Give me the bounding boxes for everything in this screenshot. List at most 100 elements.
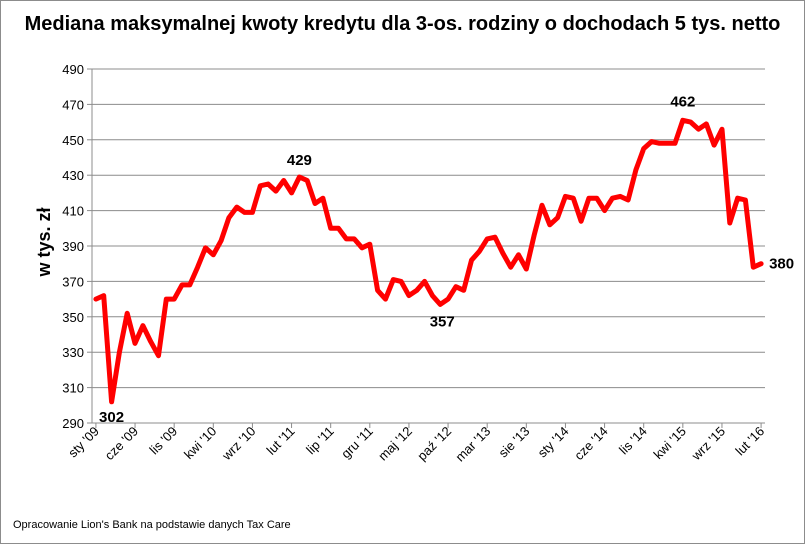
data-point	[172, 297, 177, 302]
data-point	[633, 167, 638, 172]
data-point	[461, 288, 466, 293]
data-point	[547, 222, 552, 227]
y-tick-label: 350	[62, 310, 84, 325]
data-point	[680, 118, 685, 123]
y-tick-label: 370	[62, 274, 84, 289]
data-point	[242, 210, 247, 215]
data-point	[485, 236, 490, 241]
x-tick-label: sie '13	[496, 424, 533, 461]
data-point	[367, 242, 372, 247]
data-point	[399, 279, 404, 284]
data-point	[743, 197, 748, 202]
data-point	[164, 297, 169, 302]
data-point	[391, 277, 396, 282]
data-point	[649, 139, 654, 144]
x-tick-label: lut '16	[732, 424, 767, 459]
data-point	[563, 194, 568, 199]
data-point	[751, 265, 756, 270]
series-line	[93, 117, 764, 405]
data-point	[555, 215, 560, 220]
data-point	[266, 182, 271, 187]
data-point	[297, 174, 302, 179]
data-point	[508, 265, 513, 270]
y-tick-label: 490	[62, 62, 84, 77]
data-point	[579, 219, 584, 224]
data-point	[195, 265, 200, 270]
data-point	[524, 267, 529, 272]
data-point	[469, 258, 474, 263]
data-point	[156, 353, 161, 358]
data-point	[516, 252, 521, 257]
data-point	[414, 288, 419, 293]
data-point	[500, 251, 505, 256]
data-point	[313, 201, 318, 206]
data-label: 462	[670, 94, 695, 111]
x-tick-label: kwi '10	[181, 424, 219, 462]
data-point	[383, 297, 388, 302]
data-point	[688, 120, 693, 125]
data-point	[673, 141, 678, 146]
x-tick-label: cze '09	[102, 424, 141, 463]
data-point	[493, 235, 498, 240]
y-tick-label: 390	[62, 239, 84, 254]
data-point	[148, 339, 153, 344]
y-tick-label: 330	[62, 345, 84, 360]
data-point	[133, 341, 138, 346]
data-point	[759, 261, 764, 266]
data-label: 380	[769, 256, 794, 273]
data-point	[289, 190, 294, 195]
data-point	[328, 226, 333, 231]
data-point	[477, 249, 482, 254]
y-tick-label: 430	[62, 168, 84, 183]
x-tick-label: sty '14	[535, 424, 572, 461]
x-tick-label: lut '11	[264, 424, 298, 458]
data-point	[344, 236, 349, 241]
data-point	[101, 293, 106, 298]
data-point	[187, 282, 192, 287]
data-point	[211, 252, 216, 257]
data-point	[594, 196, 599, 201]
data-point	[273, 189, 278, 194]
y-tick-label: 410	[62, 204, 84, 219]
data-point	[571, 196, 576, 201]
data-point	[446, 297, 451, 302]
x-tick-label: maj '12	[375, 424, 415, 464]
source-note: Opracowanie Lion's Bank na podstawie dan…	[13, 519, 291, 531]
data-label: 357	[430, 313, 455, 330]
data-label: 429	[287, 152, 312, 169]
data-point	[125, 311, 130, 316]
data-point	[336, 226, 341, 231]
data-point	[719, 127, 724, 132]
data-point	[250, 210, 255, 215]
x-tick-label: wrz '15	[688, 424, 728, 464]
data-point	[665, 141, 670, 146]
data-point	[704, 121, 709, 126]
data-point	[438, 302, 443, 307]
data-point	[234, 205, 239, 210]
data-point	[430, 293, 435, 298]
x-tick-label: wrz '10	[218, 424, 258, 464]
data-point	[93, 297, 98, 302]
data-point	[117, 350, 122, 355]
data-point	[219, 238, 224, 243]
data-point	[281, 178, 286, 183]
x-tick-label: lis '09	[146, 424, 180, 458]
x-tick-label: lis '14	[616, 424, 650, 458]
data-point	[226, 215, 231, 220]
x-tick-label: kwi '15	[651, 424, 689, 462]
y-tick-label: 290	[62, 416, 84, 431]
x-tick-label: mar '13	[452, 424, 493, 465]
data-point	[352, 236, 357, 241]
data-point	[203, 245, 208, 250]
data-point	[641, 146, 646, 151]
data-point	[453, 284, 458, 289]
data-point	[140, 323, 145, 328]
data-point	[359, 245, 364, 250]
data-point	[320, 196, 325, 201]
data-point	[305, 178, 310, 183]
x-tick-label: cze '14	[571, 424, 610, 463]
data-point	[610, 196, 615, 201]
y-tick-label: 310	[62, 381, 84, 396]
data-point	[406, 293, 411, 298]
